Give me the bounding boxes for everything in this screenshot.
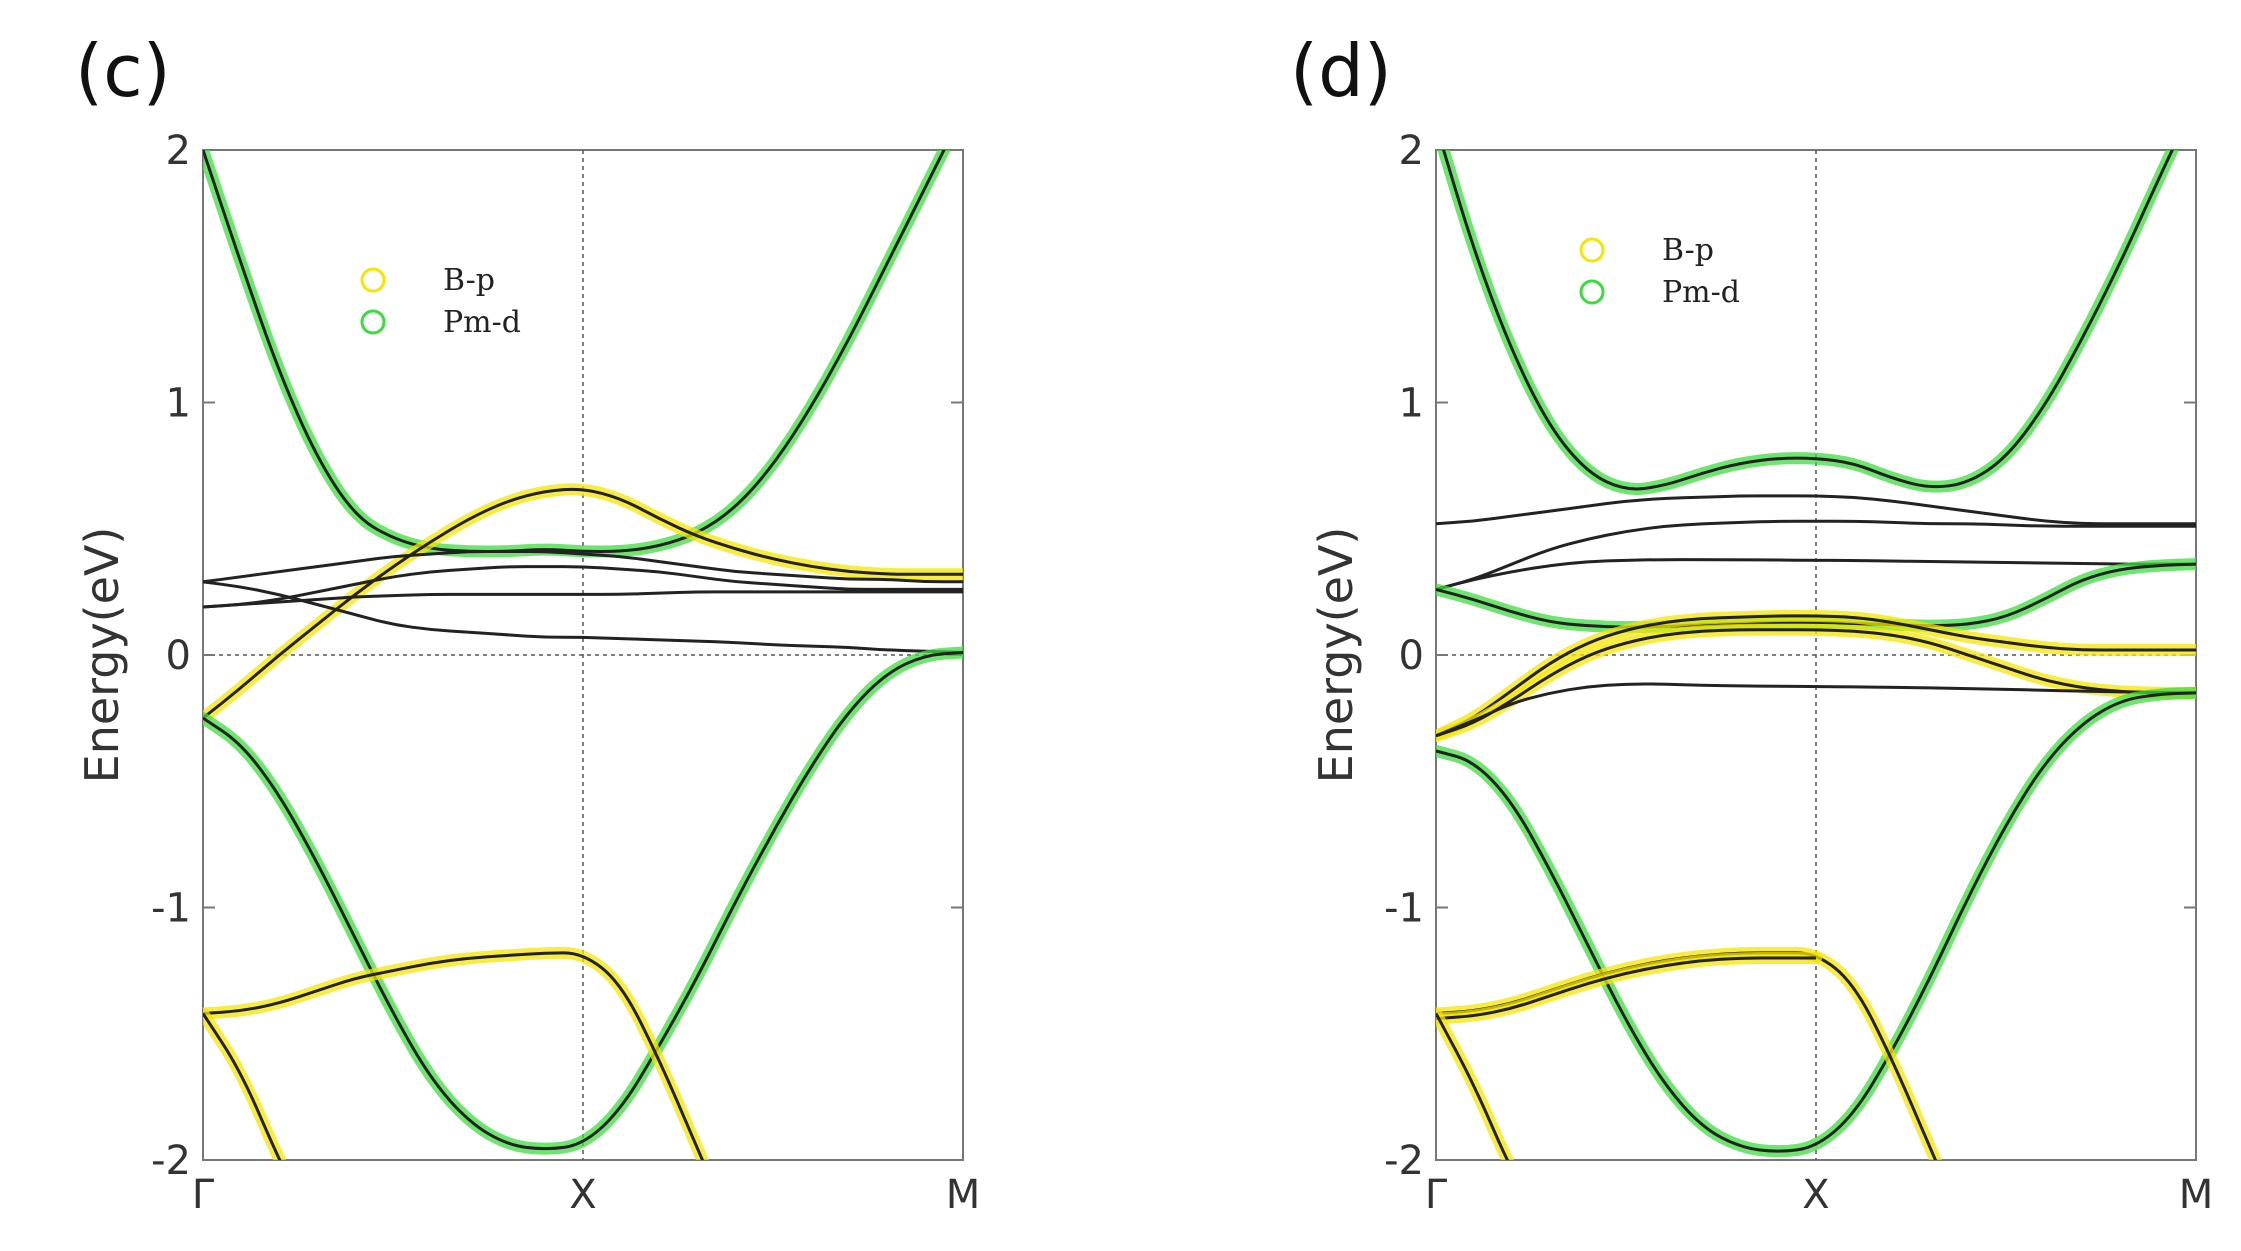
legend-label: B-p xyxy=(443,263,495,298)
band-line xyxy=(1436,951,1938,1160)
band-projection xyxy=(203,1007,287,1160)
y-tick-label: 1 xyxy=(166,381,191,427)
band-line xyxy=(1436,614,2196,738)
band-line xyxy=(1436,628,2196,738)
x-tick-label: M xyxy=(2179,1172,2214,1218)
y-tick-label: 1 xyxy=(1399,381,1424,427)
y-tick-label: -1 xyxy=(151,886,191,932)
band-line xyxy=(1436,682,2196,738)
legend-marker xyxy=(360,267,386,293)
y-tick-label: 2 xyxy=(166,128,191,174)
band-line xyxy=(203,590,963,609)
legend-label: B-p xyxy=(1662,233,1714,268)
legend-marker xyxy=(1579,237,1605,263)
legend-marker xyxy=(1579,279,1605,305)
band-line xyxy=(1436,494,2196,526)
y-tick-label: 0 xyxy=(1399,633,1424,679)
band-projection xyxy=(1436,946,1942,1160)
band-line xyxy=(203,550,963,584)
x-tick-label: M xyxy=(946,1172,981,1218)
x-tick-label: Γ xyxy=(192,1172,215,1218)
band-line xyxy=(203,651,963,1151)
chart-d: 2 1 0 -1 -2Γ X M Energy(eV) B-p Pm-d xyxy=(1309,128,2214,1218)
x-tick-label: Γ xyxy=(1425,1172,1448,1218)
band-line xyxy=(203,150,946,553)
x-tick-label: X xyxy=(1802,1172,1829,1218)
band-line xyxy=(203,580,963,654)
band-line xyxy=(203,487,963,720)
legend-label: Pm-d xyxy=(1662,275,1740,310)
y-tick-label: 0 xyxy=(166,633,191,679)
band-line xyxy=(203,951,705,1160)
band-line xyxy=(1436,562,2196,629)
legend-marker xyxy=(360,309,386,335)
y-axis-title: Energy(eV) xyxy=(75,527,129,784)
band-line xyxy=(1436,558,2196,591)
band-line xyxy=(1436,519,2196,591)
band-line xyxy=(203,565,963,609)
band-line xyxy=(1436,691,2196,1153)
band-projection xyxy=(203,946,709,1160)
y-tick-label: -2 xyxy=(1384,1138,1424,1184)
x-tick-label: X xyxy=(569,1172,596,1218)
bands-group xyxy=(1436,150,2196,1160)
bands-group xyxy=(203,150,963,1160)
band-line xyxy=(1436,1012,1510,1160)
y-tick-label: -1 xyxy=(1384,886,1424,932)
y-axis-title: Energy(eV) xyxy=(1309,527,1363,784)
chart-c: 2 1 0 -1 -2Γ X M Energy(eV) B-p Pm-d xyxy=(75,128,981,1218)
y-tick-label: 2 xyxy=(1399,128,1424,174)
panel-label-c: (c) xyxy=(75,29,171,113)
panel-label-d: (d) xyxy=(1290,29,1392,113)
band-line xyxy=(203,1012,282,1160)
band-line xyxy=(1442,150,2174,491)
band-line xyxy=(1436,956,1816,1021)
legend-label: Pm-d xyxy=(443,305,521,340)
y-tick-label: -2 xyxy=(151,1138,191,1184)
